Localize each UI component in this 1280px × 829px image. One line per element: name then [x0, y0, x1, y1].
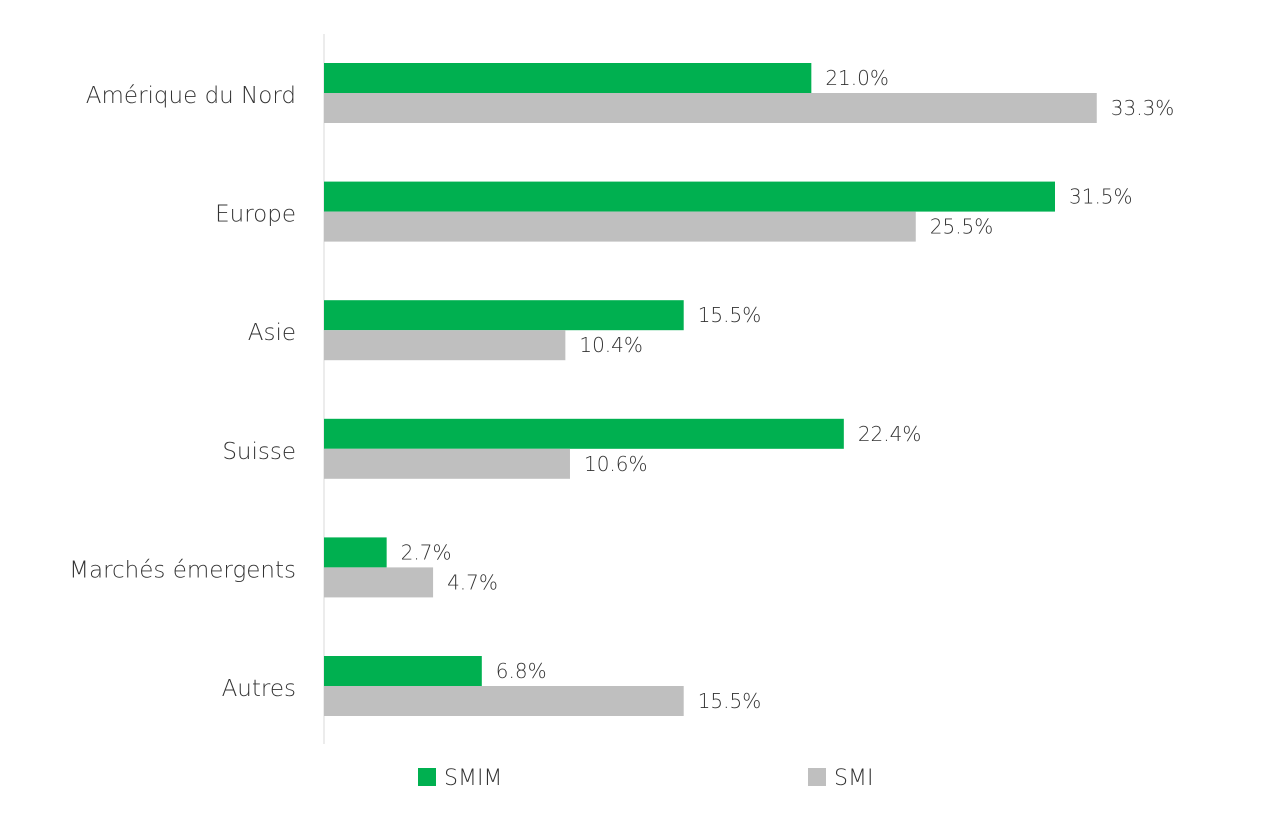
data-label: 25.5%	[930, 215, 994, 239]
data-label: 21.0%	[825, 66, 889, 90]
category-label: Europe	[215, 202, 296, 228]
bar-smim-1	[324, 181, 1055, 212]
bar-smi-2	[324, 330, 566, 361]
data-label: 10.6%	[584, 452, 648, 476]
category-label: Autres	[222, 676, 296, 702]
data-label: 15.5%	[698, 689, 762, 713]
legend-label: SMIM	[444, 766, 502, 791]
category-label: Asie	[248, 320, 296, 346]
bars-layer	[324, 63, 1097, 716]
bar-smim-5	[324, 656, 482, 686]
category-label: Amérique du Nord	[86, 83, 296, 109]
legend-label: SMI	[834, 766, 873, 791]
bar-smim-0	[324, 63, 812, 93]
data-label: 15.5%	[698, 303, 762, 327]
bar-smi-4	[324, 567, 434, 598]
data-label: 4.7%	[447, 570, 498, 594]
bar-smi-1	[324, 211, 916, 242]
bar-smim-3	[324, 418, 844, 449]
bar-smi-5	[324, 686, 684, 716]
data-label: 31.5%	[1069, 185, 1133, 209]
data-label: 2.7%	[401, 540, 452, 564]
labels-layer: Amérique du Nord 21.0% 33.3% Europe 31.5% 25.…	[69, 66, 1174, 713]
bar-smim-2	[324, 300, 684, 331]
bar-smi-3	[324, 448, 570, 479]
data-label: 6.8%	[496, 659, 547, 683]
bar-smim-4	[324, 537, 387, 568]
legend: SMIM SMI	[418, 766, 873, 791]
data-label: 22.4%	[858, 422, 922, 446]
bar-smi-0	[324, 93, 1097, 123]
category-label: Marchés émergents	[69, 557, 296, 583]
legend-swatch-smi	[808, 768, 826, 786]
data-label: 10.4%	[579, 333, 643, 357]
category-label: Suisse	[222, 439, 296, 465]
legend-swatch-smim	[418, 768, 436, 786]
data-label: 33.3%	[1111, 96, 1175, 120]
